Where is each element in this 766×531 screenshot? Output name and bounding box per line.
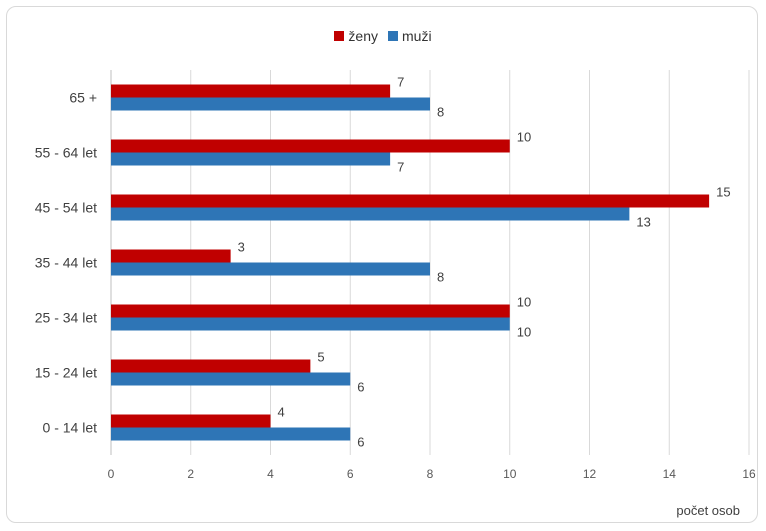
data-label: 10 — [517, 325, 531, 340]
bar-muzi — [111, 427, 351, 441]
data-label: 7 — [397, 160, 404, 175]
x-tick-label: 4 — [267, 467, 274, 481]
bar-zeny — [111, 304, 510, 318]
category-label: 45 - 54 let — [35, 200, 97, 216]
data-labels: 7 8 10 7 15 13 3 8 10 10 5 6 4 6 — [238, 75, 731, 450]
data-label: 13 — [636, 215, 650, 230]
bar-muzi — [111, 207, 630, 221]
bars — [111, 84, 710, 441]
x-tick-label: 14 — [663, 467, 677, 481]
bar-zeny — [111, 359, 311, 373]
x-tick-label: 16 — [742, 467, 756, 481]
data-label: 6 — [357, 380, 364, 395]
legend-label-muzi: muži — [402, 28, 432, 44]
data-label: 10 — [517, 130, 531, 145]
x-tick-label: 10 — [503, 467, 517, 481]
data-label: 4 — [278, 405, 285, 420]
bar-muzi — [111, 152, 391, 166]
category-label: 15 - 24 let — [35, 365, 97, 381]
category-label: 65 + — [69, 90, 97, 106]
x-tick-label: 6 — [347, 467, 354, 481]
x-tick-label: 8 — [427, 467, 434, 481]
legend-item-muzi: muži — [388, 28, 432, 44]
data-label: 10 — [517, 295, 531, 310]
data-label: 15 — [716, 185, 730, 200]
data-label: 5 — [317, 350, 324, 365]
legend-item-zeny: ženy — [334, 28, 378, 44]
data-label: 7 — [397, 75, 404, 90]
bar-muzi — [111, 262, 430, 276]
data-label: 3 — [238, 240, 245, 255]
bar-muzi — [111, 372, 351, 386]
data-label: 6 — [357, 435, 364, 450]
category-label: 35 - 44 let — [35, 255, 97, 271]
bar-zeny — [111, 194, 710, 208]
bar-zeny — [111, 414, 271, 428]
x-tick-label: 12 — [583, 467, 597, 481]
x-tick-label: 0 — [108, 467, 115, 481]
x-tick-labels: 0 2 4 6 8 10 12 14 16 — [108, 467, 756, 481]
legend-label-zeny: ženy — [348, 28, 378, 44]
bar-zeny — [111, 84, 391, 98]
category-label: 55 - 64 let — [35, 145, 97, 161]
data-label: 8 — [437, 270, 444, 285]
category-labels: 65 + 55 - 64 let 45 - 54 let 35 - 44 let 25 … — [35, 90, 97, 436]
category-label: 25 - 34 let — [35, 310, 97, 326]
data-label: 8 — [437, 105, 444, 120]
bar-muzi — [111, 317, 510, 331]
x-tick-label: 2 — [187, 467, 194, 481]
bar-zeny — [111, 249, 231, 263]
legend-swatch-muzi — [388, 31, 398, 41]
legend: ženy muži — [0, 28, 766, 44]
bar-zeny — [111, 139, 510, 153]
legend-swatch-zeny — [334, 31, 345, 41]
bar-muzi — [111, 97, 430, 111]
x-axis-title: počet osob — [676, 503, 740, 518]
category-label: 0 - 14 let — [43, 420, 98, 436]
